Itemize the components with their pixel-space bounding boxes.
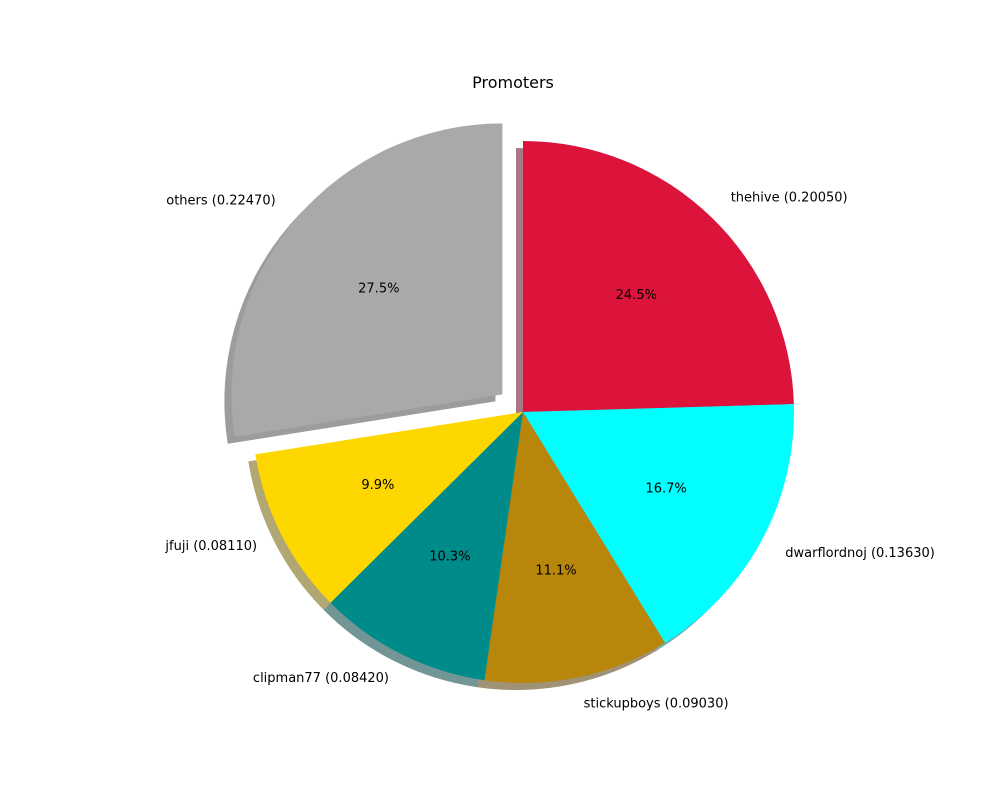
slice-label-dwarflordnoj: dwarflordnoj (0.13630) [785,546,935,561]
percent-label-stickupboys: 11.1% [535,564,576,579]
slice-label-others: others (0.22470) [166,193,275,208]
slice-label-thehive: thehive (0.20050) [731,191,848,206]
slice-stickupboys [484,412,666,684]
chart-title: Promoters [472,73,554,92]
percent-label-thehive: 24.5% [616,288,657,303]
slice-clipman77 [330,412,523,681]
percent-label-clipman77: 10.3% [429,550,470,565]
slice-thehive [523,141,794,412]
slice-layer [231,123,795,684]
percent-label-others: 27.5% [358,281,399,296]
slice-label-jfuji: jfuji (0.08110) [164,539,257,554]
slice-label-stickupboys: stickupboys (0.09030) [584,696,729,711]
slice-label-clipman77: clipman77 (0.08420) [253,671,389,686]
percent-label-dwarflordnoj: 16.7% [645,482,686,497]
percent-label-jfuji: 9.9% [361,478,394,493]
slice-others [231,123,503,437]
label-layer: thehive (0.20050) 24.5% dwarflordnoj (0.13… [164,191,934,712]
slice-dwarflordnoj [523,404,795,643]
slice-jfuji [255,412,523,603]
